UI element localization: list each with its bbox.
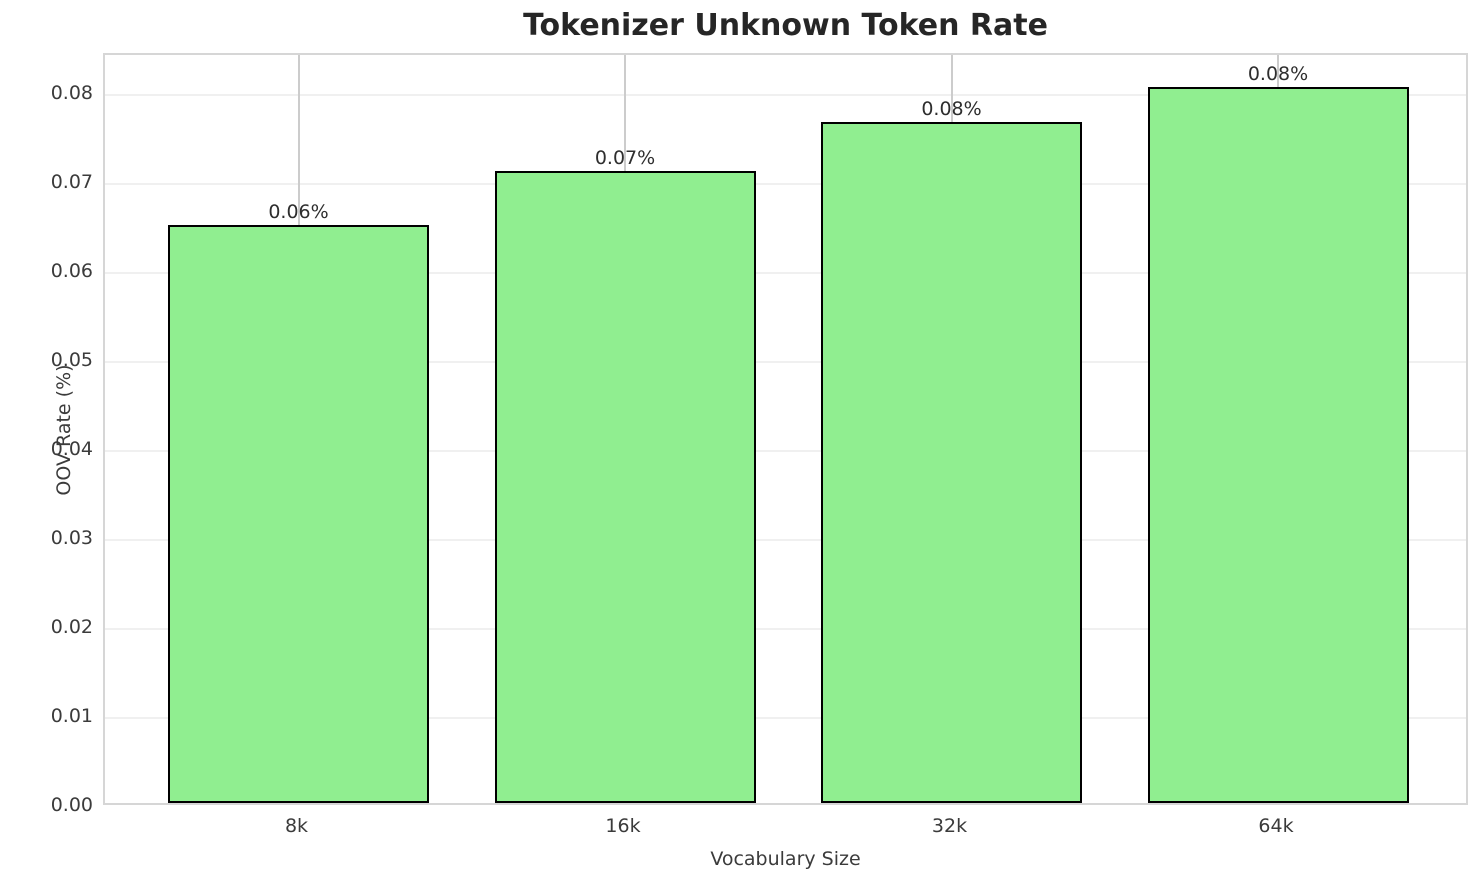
y-tick-label: 0.04 (50, 438, 93, 461)
h-gridline (105, 183, 1466, 186)
y-tick-label: 0.02 (50, 616, 93, 638)
x-tick-label: 64k (1258, 815, 1294, 837)
y-tick-label: 0.01 (50, 705, 93, 727)
bar-value-label: 0.06% (268, 200, 329, 223)
y-tick-label: 0.03 (50, 527, 93, 550)
y-tick-label: 0.06 (50, 260, 93, 283)
bar-8k (168, 224, 429, 803)
plot-area: 0.06% 0.07% 0.08% 0.08% (103, 53, 1468, 805)
h-gridline (105, 628, 1466, 630)
y-tick-label: 0.08 (50, 82, 93, 105)
h-gridline (105, 272, 1466, 275)
x-tick-label: 32k (931, 815, 968, 837)
y-tick-label: 0.07 (50, 171, 93, 194)
bar-value-label: 0.07% (594, 147, 656, 170)
h-gridline (105, 361, 1466, 364)
x-tick-label: 8k (284, 815, 309, 837)
chart-title: Tokenizer Unknown Token Rate (523, 8, 1048, 43)
x-axis-label: Vocabulary Size (710, 848, 861, 870)
y-tick-label: 0.00 (50, 794, 93, 816)
bar-value-label: 0.08% (1247, 62, 1309, 85)
bar-16k (494, 171, 756, 803)
h-gridline (105, 94, 1466, 97)
h-gridline (105, 450, 1466, 453)
bar-32k (821, 122, 1082, 803)
x-tick-label: 16k (605, 815, 641, 837)
y-tick-label: 0.05 (50, 349, 93, 372)
bar-value-label: 0.08% (921, 98, 982, 121)
y-axis-label: OOV Rate (%) (53, 364, 75, 496)
h-gridline (105, 717, 1466, 719)
h-gridline (105, 539, 1466, 542)
bar-64k (1147, 86, 1409, 803)
